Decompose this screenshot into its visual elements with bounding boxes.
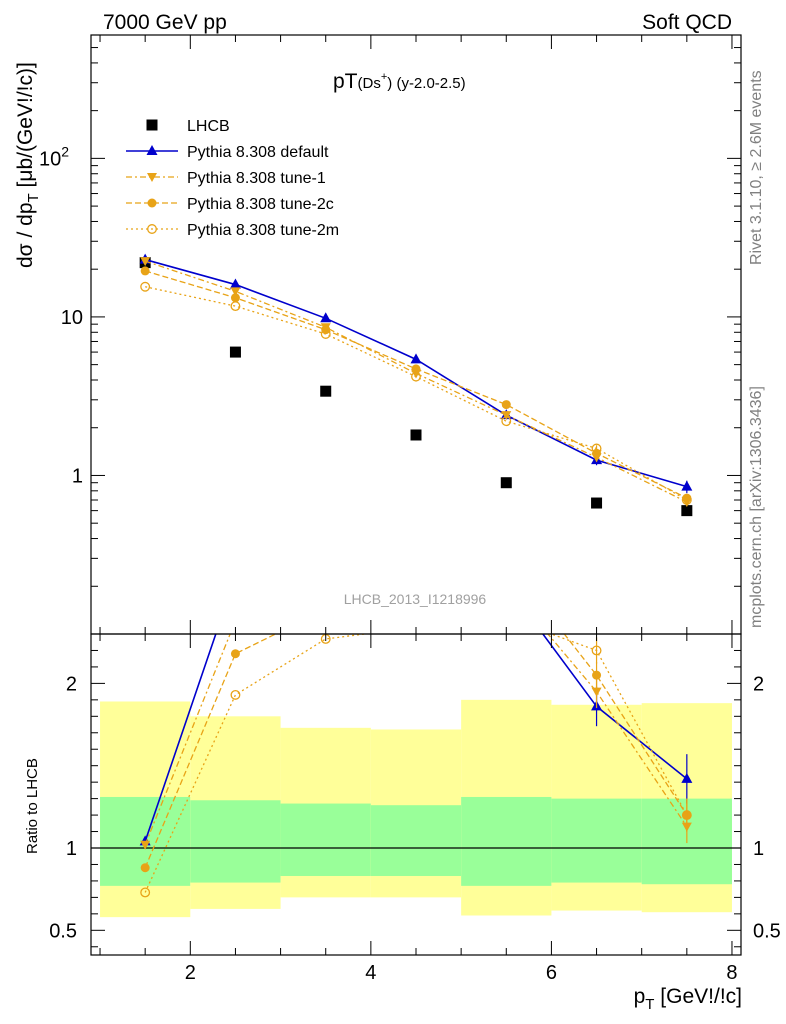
ratio-y-label-right: 2	[753, 673, 764, 695]
data-point	[681, 495, 692, 505]
legend-entry: LHCB	[146, 118, 230, 135]
y-tick-label: 1	[72, 465, 83, 487]
ratio-y-label-right: 1	[753, 838, 764, 860]
data-point	[320, 312, 332, 323]
ratio-point	[321, 589, 331, 598]
data-point	[501, 400, 511, 410]
series-line	[145, 286, 688, 501]
legend-entry: Pythia 8.308 tune-1	[126, 170, 326, 187]
data-point	[411, 371, 421, 382]
ratio-point	[320, 537, 331, 547]
ratio-point	[681, 772, 693, 783]
data-point	[411, 364, 421, 374]
data-point	[410, 429, 422, 441]
legend: LHCB Pythia 8.308 default Pythia 8.308 tun…	[126, 118, 339, 239]
data-point	[501, 416, 512, 427]
ratio-point	[591, 687, 602, 697]
ratio-point	[140, 887, 151, 898]
band-inner	[370, 805, 462, 876]
header-right: Soft QCD	[642, 11, 732, 34]
ratio-point	[681, 810, 692, 821]
ratio-y-label-right: 0.5	[753, 920, 781, 942]
data-point	[229, 278, 241, 289]
legend-label: Pythia 8.308 default	[187, 144, 329, 161]
xaxis-label: pT [GeV!/!c]	[634, 985, 742, 1013]
y-tick-label: 102	[39, 143, 69, 170]
mcplots-label: mcplots.cern.ch [arXiv:1306.3436]	[748, 386, 765, 628]
x-tick-label: 8	[726, 962, 737, 984]
legend-marker	[146, 119, 158, 131]
uncertainty-bands	[100, 699, 732, 918]
ratio-point	[592, 670, 602, 680]
data-point	[140, 281, 151, 292]
ratio-point	[501, 581, 511, 590]
ratio-point	[411, 513, 422, 523]
ratio-point	[502, 613, 511, 622]
band-inner	[461, 796, 552, 886]
ratio-y-label-left: 0.5	[49, 920, 77, 942]
rivet-label: Rivet 3.1.10, ≥ 2.6M events	[748, 70, 765, 265]
legend-entry: Pythia 8.308 tune-2c	[126, 196, 334, 213]
ratio-point	[230, 570, 241, 580]
legend-label: Pythia 8.308 tune-1	[187, 170, 326, 187]
data-point	[229, 346, 241, 358]
band-inner	[190, 800, 281, 883]
data-point	[140, 266, 150, 276]
ratio-point	[411, 614, 421, 623]
y-tick-label: 10	[61, 307, 83, 329]
band-inner	[280, 803, 371, 876]
legend-marker	[147, 224, 157, 234]
upper-yaxis-label: dσ / dpT [μb/(GeV!/!c)]	[14, 62, 42, 268]
upper-panel: 1 10 102 LHCB Pythia 8.308 default Pythia 8.3…	[39, 34, 742, 635]
ratio-point	[230, 689, 241, 700]
data-point	[230, 293, 240, 303]
ratio-point	[140, 863, 150, 873]
header-left: 7000 GeV pp	[103, 11, 227, 34]
data-point	[320, 385, 332, 397]
ratio-panel: 0.5 0.5 1 1 2 2 2 4 6 8	[49, 513, 781, 984]
legend-marker	[146, 145, 158, 155]
data-point	[591, 443, 602, 454]
legend-label: LHCB	[187, 118, 230, 135]
legend-entry: Pythia 8.308 default	[126, 144, 329, 161]
ratio-point	[230, 617, 240, 626]
upper-series-group	[139, 253, 693, 517]
lower-yaxis-label: Ratio to LHCB	[24, 758, 41, 854]
legend-marker	[147, 173, 157, 182]
legend-entry: Pythia 8.308 tune-2m	[126, 222, 339, 239]
series-tune2c	[140, 266, 692, 503]
legend-label: Pythia 8.308 tune-2c	[187, 196, 334, 213]
ratio-y-label-left: 2	[66, 673, 77, 695]
ratio-point	[230, 649, 240, 659]
ratio-point	[140, 840, 151, 850]
data-point	[500, 477, 512, 489]
ratio-point	[591, 645, 602, 656]
x-tick-label: 6	[546, 962, 557, 984]
band-inner	[551, 798, 642, 883]
data-point	[320, 329, 331, 339]
data-point	[230, 301, 241, 312]
ratio-point	[502, 555, 511, 564]
ratio-y-label-left: 1	[66, 838, 77, 860]
ratio-series-group	[139, 513, 693, 898]
legend-label: Pythia 8.308 tune-2m	[187, 222, 339, 239]
data-point	[140, 257, 151, 267]
ratio-point	[501, 579, 512, 589]
data-point	[410, 353, 422, 364]
series-tune2m	[140, 281, 692, 505]
ratio-point	[321, 605, 330, 614]
series-line	[144, 270, 688, 499]
data-point	[681, 505, 693, 517]
analysis-watermark: LHCB_2013_I1218996	[344, 591, 487, 607]
x-tick-label: 2	[185, 962, 196, 984]
plot-title: pT(Ds+) (y-2.0-2.5)	[333, 70, 466, 93]
x-tick-label: 4	[365, 962, 376, 984]
data-point	[591, 497, 603, 509]
data-point	[230, 287, 241, 297]
data-point	[681, 480, 693, 491]
legend-marker	[147, 198, 157, 208]
data-point	[501, 411, 512, 421]
series-data	[139, 257, 693, 517]
